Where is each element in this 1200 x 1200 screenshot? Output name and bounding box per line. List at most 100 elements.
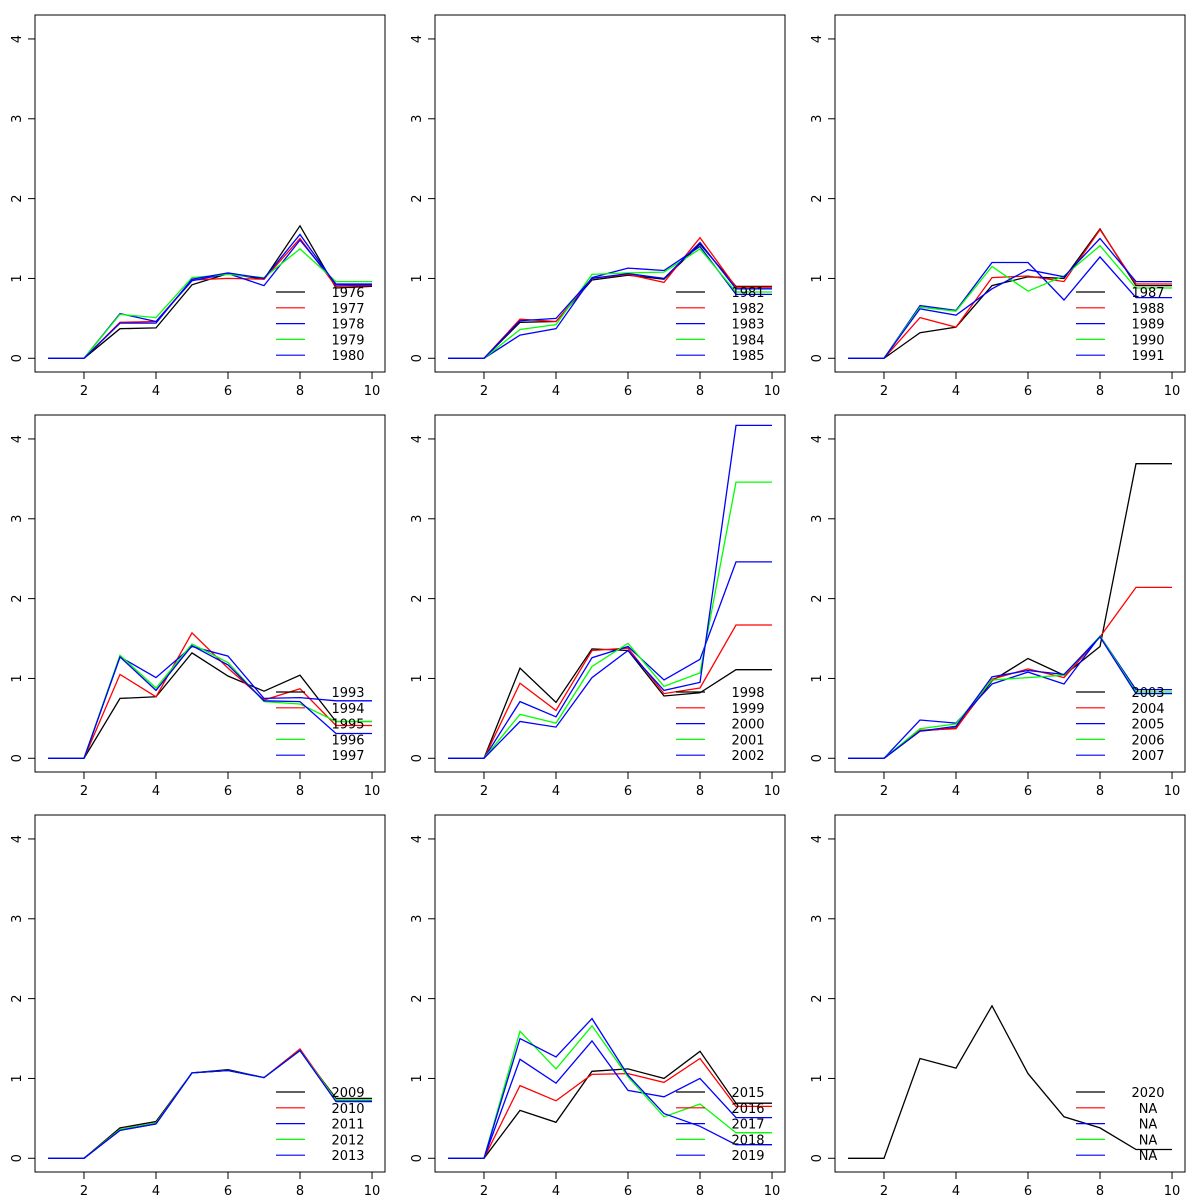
series-line-1977 bbox=[48, 237, 373, 359]
x-tick-label: 4 bbox=[552, 384, 560, 399]
x-tick-label: 4 bbox=[952, 1184, 960, 1199]
legend-label: NA bbox=[1139, 1133, 1158, 1148]
legend-label: 1990 bbox=[1131, 333, 1164, 348]
x-tick-label: 4 bbox=[952, 384, 960, 399]
series-line-1991 bbox=[848, 237, 1172, 359]
y-tick-label: 4 bbox=[410, 35, 425, 43]
legend-label: 2003 bbox=[1131, 686, 1164, 701]
series-line-2011 bbox=[48, 1049, 372, 1159]
legend-label: 1977 bbox=[331, 302, 364, 317]
series-line-2016 bbox=[448, 1057, 772, 1159]
legend-label: 2020 bbox=[1131, 1086, 1164, 1101]
legend-label: 1984 bbox=[731, 333, 764, 348]
y-tick-label: 4 bbox=[10, 435, 25, 443]
y-tick-label: 3 bbox=[810, 915, 825, 923]
series-line-1998 bbox=[448, 648, 772, 759]
x-tick-label: 10 bbox=[764, 384, 781, 399]
series-line-2001 bbox=[448, 481, 772, 759]
x-tick-label: 10 bbox=[364, 1184, 381, 1199]
x-tick-label: 10 bbox=[764, 784, 781, 799]
x-tick-label: 2 bbox=[80, 384, 88, 399]
series-line-2019 bbox=[448, 1017, 772, 1159]
x-tick-label: 10 bbox=[764, 1184, 781, 1199]
series-line-1993 bbox=[48, 652, 372, 759]
x-tick-label: 8 bbox=[296, 784, 304, 799]
x-tick-label: 10 bbox=[1164, 784, 1181, 799]
x-tick-label: 2 bbox=[480, 384, 488, 399]
x-tick-label: 2 bbox=[80, 1184, 88, 1199]
x-tick-label: 2 bbox=[880, 384, 888, 399]
y-tick-label: 3 bbox=[810, 515, 825, 523]
series-line-2000 bbox=[448, 561, 772, 759]
series-line-2006 bbox=[848, 635, 1172, 759]
legend-label: 2012 bbox=[331, 1133, 364, 1148]
plot-frame bbox=[834, 414, 1186, 773]
series-line-1982 bbox=[448, 236, 772, 359]
series-line-1978 bbox=[48, 239, 372, 359]
legend-label: 2007 bbox=[1131, 749, 1164, 764]
y-tick-label: 1 bbox=[10, 1074, 25, 1082]
y-tick-label: 4 bbox=[10, 835, 25, 843]
legend-label: 1980 bbox=[331, 349, 364, 364]
x-tick-label: 6 bbox=[224, 784, 232, 799]
x-tick-label: 10 bbox=[1164, 384, 1181, 399]
legend-label: 1999 bbox=[731, 702, 764, 717]
x-tick-label: 6 bbox=[1024, 784, 1032, 799]
legend-label: 2010 bbox=[331, 1102, 364, 1117]
series-line-2017 bbox=[448, 1039, 772, 1159]
legend-label: 2015 bbox=[731, 1086, 764, 1101]
y-tick-label: 1 bbox=[810, 674, 825, 682]
legend-label: 2006 bbox=[1131, 733, 1164, 748]
y-tick-label: 3 bbox=[810, 115, 825, 123]
series-line-2012 bbox=[48, 1049, 372, 1159]
series-line-1980 bbox=[48, 233, 372, 359]
y-tick-label: 2 bbox=[10, 194, 25, 202]
legend-label: 1998 bbox=[731, 686, 764, 701]
legend-label: 1993 bbox=[331, 686, 364, 701]
y-tick-label: 0 bbox=[810, 354, 825, 362]
series-line-1995 bbox=[48, 645, 372, 759]
x-tick-label: 4 bbox=[152, 1184, 160, 1199]
x-tick-label: 6 bbox=[1024, 1184, 1032, 1199]
plot-frame bbox=[34, 14, 386, 373]
x-tick-label: 10 bbox=[1164, 1184, 1181, 1199]
x-tick-label: 8 bbox=[696, 784, 704, 799]
y-tick-label: 0 bbox=[10, 754, 25, 762]
x-tick-label: 10 bbox=[364, 384, 381, 399]
y-tick-label: 2 bbox=[810, 594, 825, 602]
series-line-2005 bbox=[848, 634, 1172, 759]
series-line-1997 bbox=[48, 644, 372, 759]
series-line-2010 bbox=[48, 1047, 372, 1159]
y-tick-label: 2 bbox=[810, 994, 825, 1002]
series-line-1981 bbox=[448, 243, 772, 359]
x-tick-label: 4 bbox=[152, 784, 160, 799]
legend-label: 1982 bbox=[731, 302, 764, 317]
series-line-1985 bbox=[448, 241, 772, 359]
y-tick-label: 1 bbox=[10, 274, 25, 282]
x-tick-label: 6 bbox=[224, 384, 232, 399]
x-tick-label: 6 bbox=[624, 384, 632, 399]
x-tick-label: 8 bbox=[296, 1184, 304, 1199]
plot-frame bbox=[34, 414, 386, 773]
series-line-2002 bbox=[448, 424, 772, 759]
x-tick-label: 4 bbox=[552, 1184, 560, 1199]
x-tick-label: 2 bbox=[80, 784, 88, 799]
y-tick-label: 2 bbox=[10, 594, 25, 602]
legend-label: 2001 bbox=[731, 733, 764, 748]
series-line-1999 bbox=[448, 624, 772, 759]
series-line-1996 bbox=[48, 643, 372, 759]
plot-frame bbox=[434, 414, 786, 773]
y-tick-label: 4 bbox=[810, 835, 825, 843]
series-line-2015 bbox=[448, 1050, 772, 1159]
x-tick-label: 8 bbox=[1096, 1184, 1104, 1199]
y-tick-label: 4 bbox=[410, 435, 425, 443]
legend-label: 2009 bbox=[331, 1086, 364, 1101]
y-tick-label: 3 bbox=[10, 115, 25, 123]
x-tick-label: 8 bbox=[1096, 784, 1104, 799]
